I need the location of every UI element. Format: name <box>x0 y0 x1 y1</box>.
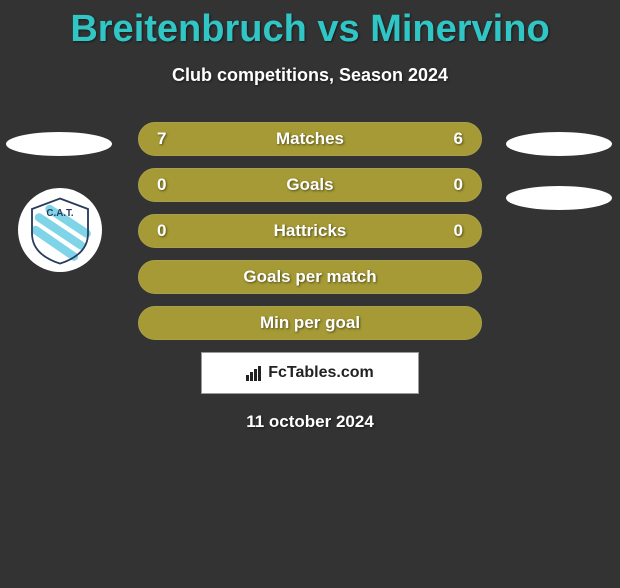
attribution-logo: FcTables.com <box>201 352 419 394</box>
stat-label: Matches <box>139 129 481 149</box>
stat-label: Hattricks <box>139 221 481 241</box>
stat-label: Min per goal <box>139 313 481 333</box>
attribution-label: FcTables.com <box>268 364 374 382</box>
stat-left-value: 0 <box>157 221 166 241</box>
stat-label: Goals <box>139 175 481 195</box>
date-label: 11 october 2024 <box>0 412 620 432</box>
stat-right-value: 6 <box>454 129 463 149</box>
stat-left-value: 0 <box>157 175 166 195</box>
stat-row-hattricks: 0 Hattricks 0 <box>138 214 482 248</box>
page-title: Breitenbruch vs Minervino <box>0 8 620 51</box>
decoration-oval-top-right <box>506 132 612 156</box>
stat-left-value: 7 <box>157 129 166 149</box>
stat-row-goals: 0 Goals 0 <box>138 168 482 202</box>
attribution-text: FcTables.com <box>246 364 374 382</box>
stat-right-value: 0 <box>454 221 463 241</box>
stat-label: Goals per match <box>139 267 481 287</box>
shield-icon: C.A.T. <box>25 195 95 265</box>
decoration-oval-mid-right <box>506 186 612 210</box>
stat-row-mpg: Min per goal <box>138 306 482 340</box>
team-badge-left: C.A.T. <box>18 188 102 272</box>
svg-text:C.A.T.: C.A.T. <box>46 208 73 219</box>
decoration-oval-top-left <box>6 132 112 156</box>
bar-chart-icon <box>246 365 264 381</box>
stat-right-value: 0 <box>454 175 463 195</box>
stat-row-gpm: Goals per match <box>138 260 482 294</box>
stat-row-matches: 7 Matches 6 <box>138 122 482 156</box>
subtitle: Club competitions, Season 2024 <box>0 65 620 86</box>
